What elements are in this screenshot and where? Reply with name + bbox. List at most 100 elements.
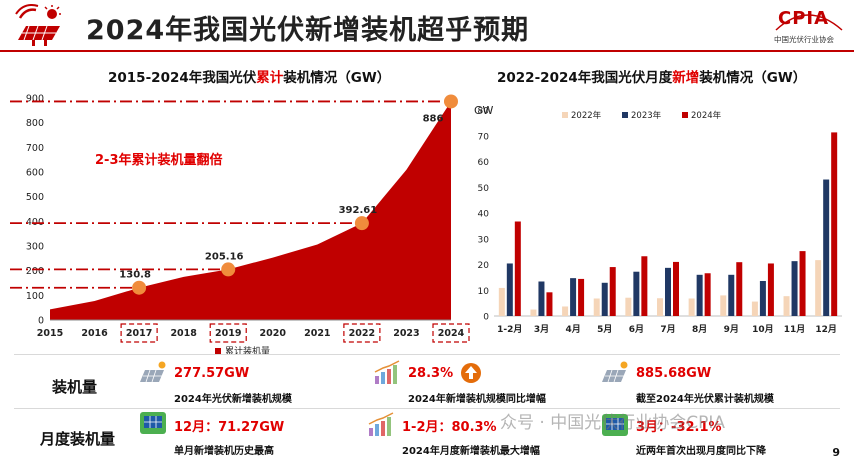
bar-2022年 — [815, 260, 822, 316]
bar-2022年 — [783, 296, 790, 316]
y-axis-label: GW — [474, 104, 494, 117]
bar-2022年 — [657, 298, 663, 316]
summary-item-cumulative: 885.68GW 截至2024年光伏累计装机规模 — [600, 360, 774, 405]
solar-panel-icon — [140, 412, 166, 434]
monthly-chart-title: 2022-2024年我国光伏月度新增装机情况（GW） — [497, 66, 806, 86]
growth-chart-icon — [368, 412, 394, 436]
x-tick-label: 2017 — [126, 328, 152, 339]
legend-swatch — [682, 112, 688, 118]
summary-item-first-decline: 3月：-32.1% 近两年首次出现月度同比下降 — [600, 412, 766, 457]
bar-2023年 — [665, 267, 671, 316]
legend-label: 累计装机量 — [225, 345, 270, 357]
max-growth-desc: 2024年月度新增装机最大增幅 — [402, 446, 540, 457]
watermark-text: 众号 · 中国光伏行业协会CPIA — [500, 413, 725, 433]
max-growth-value: 1-2月：80.3% — [402, 420, 497, 435]
bar-2023年 — [728, 274, 735, 316]
monthly-bar-chart: GW 0 10 20 30 40 50 60 70 80 1-2月 3月 4月 5月 6月 7月 8月 9月 10月… — [474, 104, 842, 335]
cpia-logo-subtext: 中国光伏行业协会 — [774, 35, 834, 44]
monthly-title-highlight: 新增 — [672, 70, 700, 86]
record-month-desc: 单月新增装机历史最高 — [174, 446, 274, 457]
x-tick-label: 2019 — [215, 328, 241, 339]
x-label-highlight-box — [343, 323, 381, 343]
bar-2023年 — [538, 281, 545, 316]
data-point-marker — [221, 262, 236, 277]
x-tick-label: 2020 — [260, 328, 287, 339]
bar-2023年 — [759, 280, 766, 316]
y-tick-label: 900 — [26, 94, 44, 105]
y-tick-label: 70 — [478, 132, 490, 142]
first-decline-value: 3月：-32.1% — [636, 420, 722, 435]
first-decline-desc: 近两年首次出现月度同比下降 — [636, 446, 766, 457]
bar-2022年 — [720, 295, 727, 316]
bar-2024年 — [767, 263, 774, 316]
x-tick-label: 2018 — [170, 328, 197, 339]
x-tick-label: 12月 — [815, 324, 837, 335]
bar-2022年 — [562, 306, 569, 316]
bar-2024年 — [704, 273, 711, 316]
legend-swatch — [562, 112, 568, 118]
y-tick-label: 60 — [478, 158, 490, 168]
cumulative-title-highlight: 累计 — [256, 70, 284, 86]
chart-annotation: 2-3年累计装机量翻倍 — [95, 152, 223, 168]
yoy-growth-value: 28.3% — [408, 366, 454, 381]
summary-item-new-capacity: 277.57GW 2024年光伏新增装机规模 — [138, 360, 292, 405]
legend-label: 2024年 — [691, 110, 722, 121]
bar-2023年 — [633, 271, 640, 316]
growth-chart-icon — [374, 360, 400, 384]
legend-label: 2022年 — [571, 110, 602, 121]
x-tick-label: 5月 — [597, 324, 612, 335]
data-label: 392.61 — [339, 205, 378, 216]
row-label-installed: 装机量 — [52, 378, 98, 396]
row-label-monthly: 月度装机量 — [40, 430, 116, 448]
yoy-growth-desc: 2024年新增装机规模同比增幅 — [408, 394, 546, 405]
data-label: 886 — [423, 113, 444, 124]
cpia-logo: CPIA 中国光伏行业协会 — [768, 4, 848, 48]
y-tick-label: 50 — [478, 184, 490, 194]
data-label: 130.8 — [119, 270, 151, 281]
data-label: 205.16 — [205, 251, 244, 262]
title-divider — [0, 50, 854, 52]
y-tick-label: 0 — [483, 313, 489, 323]
y-tick-label: 300 — [26, 242, 44, 253]
bar-2024年 — [578, 278, 585, 316]
cumulative-area-chart: 0100200300400500600700800900201520162017… — [10, 94, 470, 357]
solar-panel-icon — [140, 361, 166, 383]
bar-2024年 — [799, 251, 806, 316]
x-tick-label: 2024 — [438, 328, 465, 339]
bar-2022年 — [751, 301, 758, 316]
x-label-highlight-box — [120, 323, 158, 343]
y-tick-label: 80 — [478, 107, 490, 117]
bar-2024年 — [831, 132, 838, 316]
summary-item-yoy-growth: 28.3% 2024年新增装机规模同比增幅 — [372, 360, 546, 405]
x-label-highlight-box — [432, 323, 470, 343]
y-tick-label: 500 — [26, 192, 44, 203]
x-tick-label: 11月 — [784, 324, 806, 335]
cumulative-title-post: 装机情况（GW） — [283, 70, 391, 86]
cumulative-area — [50, 101, 451, 320]
bar-2022年 — [530, 309, 537, 316]
legend-swatch — [215, 348, 221, 354]
bar-2022年 — [498, 287, 505, 316]
page-number: 9 — [832, 446, 840, 459]
cumulative-title-pre: 2015-2024年我国光伏 — [108, 70, 257, 86]
bar-2024年 — [736, 262, 743, 316]
x-tick-label: 10月 — [752, 324, 774, 335]
solar-panel-icon — [602, 361, 628, 383]
y-tick-label: 800 — [26, 118, 44, 129]
bar-2022年 — [688, 298, 695, 316]
summary-item-max-growth: 1-2月：80.3% 2024年月度新增装机最大增幅 — [366, 412, 540, 457]
x-tick-label: 2021 — [304, 328, 330, 339]
y-tick-label: 600 — [26, 168, 44, 179]
bar-2024年 — [514, 221, 521, 316]
y-tick-label: 10 — [478, 287, 490, 297]
x-label-highlight-box — [209, 323, 247, 343]
summary-divider-top — [14, 354, 840, 355]
header-logo-icon — [15, 4, 61, 46]
data-point-marker — [132, 280, 147, 295]
y-tick-label: 40 — [478, 210, 490, 220]
solar-panel-icon — [602, 414, 628, 436]
y-tick-label: 20 — [478, 261, 490, 271]
bar-2022年 — [593, 298, 600, 316]
bar-2024年 — [546, 292, 553, 316]
y-tick-label: 700 — [26, 143, 44, 154]
